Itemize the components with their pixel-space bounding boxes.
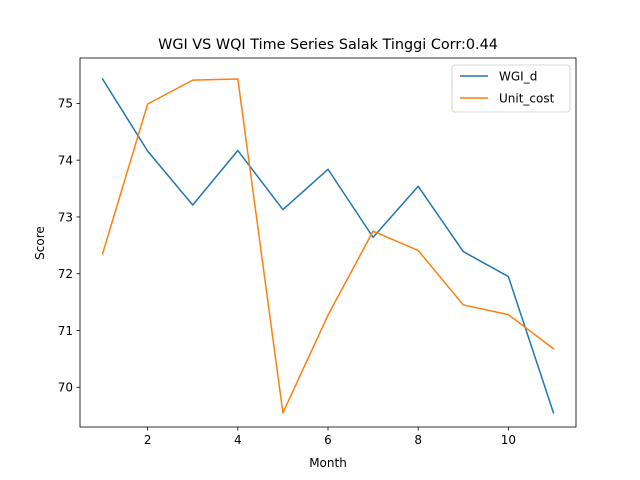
- x-axis-label: Month: [309, 456, 347, 470]
- x-tick-label-4: 10: [501, 433, 516, 447]
- y-tick-label-1: 71: [58, 324, 73, 338]
- y-tick-label-5: 75: [58, 97, 73, 111]
- legend-label-1: Unit_cost: [499, 91, 555, 105]
- y-tick-label-2: 72: [58, 267, 73, 281]
- x-tick-label-2: 6: [324, 433, 332, 447]
- y-axis-label: Score: [33, 226, 47, 260]
- x-tick-label-3: 8: [414, 433, 422, 447]
- y-tick-label-3: 73: [58, 210, 73, 224]
- axes-frame: [79, 57, 577, 428]
- x-tick-label-1: 4: [234, 433, 242, 447]
- legend: WGI_d Unit_cost: [451, 64, 571, 113]
- y-tick-label-4: 74: [58, 153, 73, 167]
- series-line-0: [101, 77, 555, 414]
- plot-area: 2 4 6 8 10 70 71 72 73 74 75: [58, 57, 577, 447]
- chart-title: WGI VS WQI Time Series Salak Tinggi Corr…: [158, 37, 498, 53]
- series-line-1: [101, 78, 555, 414]
- legend-label-0: WGI_d: [499, 69, 537, 83]
- x-tick-label-0: 2: [144, 433, 152, 447]
- y-tick-label-0: 70: [58, 381, 73, 395]
